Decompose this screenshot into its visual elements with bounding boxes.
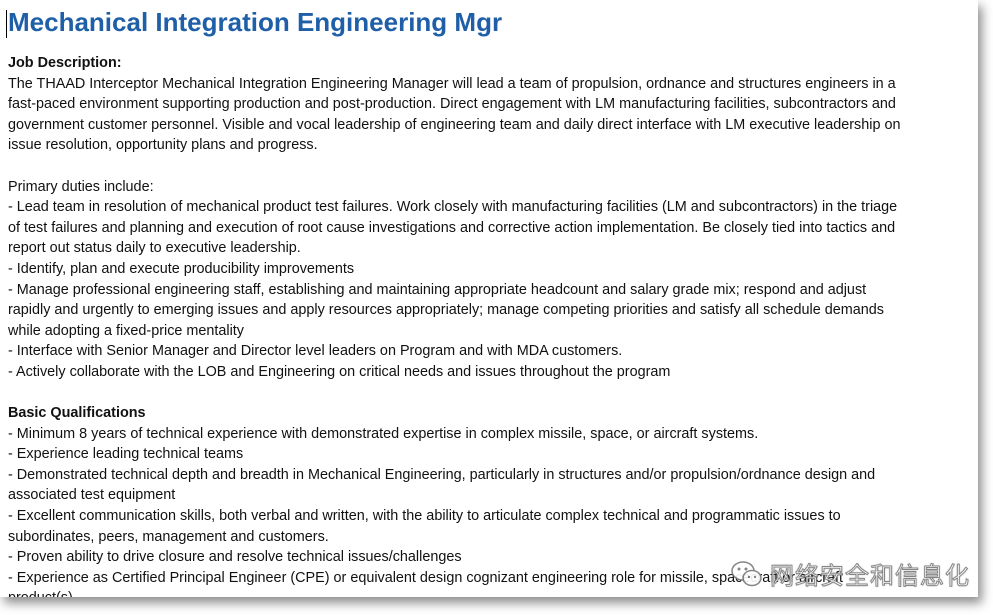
primary-duties-line: while adopting a fixed-price mentality [8,322,244,339]
watermark-text: 网络安全和信息化 [770,562,970,591]
primary-duties-line: rapidly and urgently to emerging issues … [8,302,884,319]
qualification-line: product(s) [8,588,973,597]
primary-duties-line: report out status daily to executive lea… [8,240,301,257]
primary-duties-heading: Primary duties include: [8,178,154,195]
document-body: Job Description: The THAAD Interceptor M… [8,53,973,597]
primary-duties-line: - Actively collaborate with the LOB and … [8,363,671,380]
primary-duties-line: - Lead team in resolution of mechanical … [8,199,898,216]
document-page: Mechanical Integration Engineering Mgr J… [6,7,973,597]
job-description-line: fast-paced environment supporting produc… [8,96,896,113]
text-cursor [6,10,7,38]
primary-duties-line: - Manage professional engineering staff,… [8,281,867,298]
qualification-line: - Demonstrated technical depth and bread… [8,466,876,483]
qualification-line: subordinates, peers, management and cust… [8,528,329,545]
primary-duties-line: of test failures and planning and execut… [8,219,896,236]
job-description-line: The THAAD Interceptor Mechanical Integra… [8,75,896,92]
basic-qualifications-heading: Basic Qualifications [8,405,146,422]
qualification-line: - Minimum 8 years of technical experienc… [8,425,759,442]
qualification-line: - Experience leading technical teams [8,446,244,463]
watermark: 网络安全和信息化 [730,556,970,591]
qualification-line: - Excellent communication skills, both v… [8,508,841,525]
primary-duties-line: - Identify, plan and execute producibili… [8,260,355,277]
qualification-line: - Experience as Certified Principal Engi… [8,569,844,586]
job-title: Mechanical Integration Engineering Mgr [8,7,503,37]
primary-duties-line: - Interface with Senior Manager and Dire… [8,343,623,360]
qualification-line: associated test equipment [8,487,176,504]
paragraph-gap [8,156,973,177]
paragraph-gap [8,383,973,404]
wechat-icon [730,560,764,588]
job-description-heading: Job Description: [8,55,122,71]
qualification-line: - Proven ability to drive closure and re… [8,549,462,566]
job-description-line: issue resolution, opportunity plans and … [8,137,318,154]
job-description-line: government customer personnel. Visible a… [8,116,901,133]
